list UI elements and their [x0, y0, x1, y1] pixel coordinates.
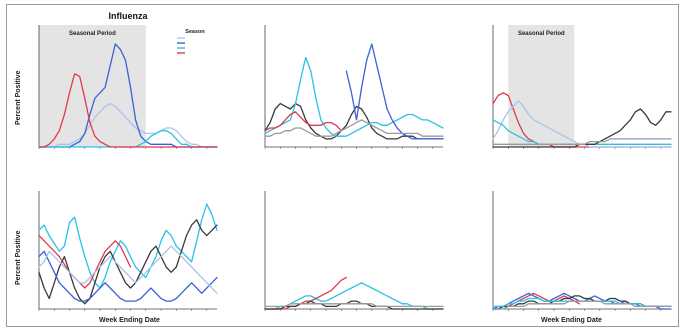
- series-line-4: [38, 250, 218, 302]
- y-axis-label-bottom: Percent Positive: [15, 230, 22, 285]
- x-axis-label-left: Week Ending Date: [99, 317, 160, 324]
- legend-title: Season: [185, 29, 205, 35]
- figure-frame: Seasonal Period Season Seasonal Period Infl…: [6, 4, 679, 327]
- series-line-3: [264, 300, 444, 310]
- chart-panel-6: [492, 191, 672, 311]
- series-line-4: [38, 73, 218, 148]
- series-line-2: [38, 234, 132, 289]
- series-line-1: [264, 282, 444, 310]
- seasonal-period-shade: [39, 25, 146, 147]
- chart-panel-4: [38, 191, 218, 311]
- series-line-5: [264, 119, 444, 137]
- series-line-5: [492, 138, 672, 145]
- series-line-1: [38, 203, 218, 289]
- series-line-4: [264, 303, 444, 308]
- chart-panel-3: Seasonal Period: [492, 25, 672, 149]
- seasonal-period-label: Seasonal Period: [69, 31, 116, 37]
- seasonal-period-label: Seasonal Period: [518, 31, 565, 37]
- series-line-4: [492, 297, 672, 308]
- chart-panel-5: [264, 191, 444, 311]
- series-line-3: [264, 111, 342, 132]
- chart-panel-2: [264, 25, 444, 149]
- series-line-1: [38, 102, 218, 148]
- series-line-3: [38, 219, 218, 305]
- series-line-2: [264, 56, 444, 137]
- x-axis-label-right: Week Ending Date: [541, 317, 602, 324]
- series-line-5: [492, 300, 672, 310]
- chart-panel-1: Seasonal Period Season: [38, 25, 218, 149]
- series-line-5: [38, 245, 218, 294]
- seasonal-period-shade: [508, 25, 575, 147]
- y-axis-label-top: Percent Positive: [15, 70, 22, 125]
- charts-svg: Seasonal Period Season Seasonal Period: [38, 25, 672, 311]
- chart-grid: Seasonal Period Season Seasonal Period Infl…: [7, 5, 680, 328]
- series-line-4: [345, 43, 444, 140]
- panel-title-1: Influenza: [108, 11, 148, 21]
